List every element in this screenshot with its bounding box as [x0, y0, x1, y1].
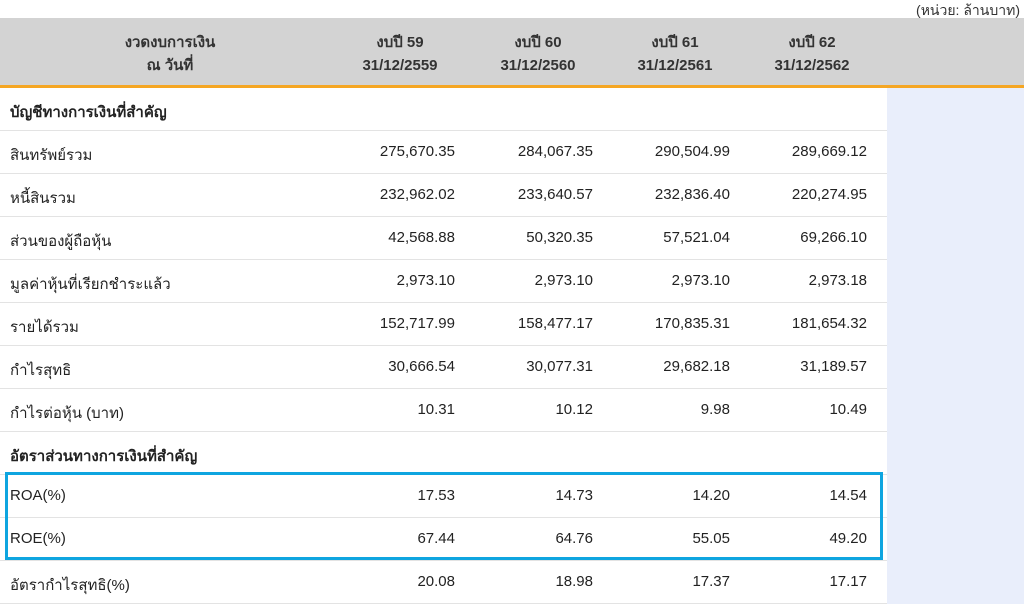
header-year: งบปี 59 — [376, 34, 424, 51]
row-value: 181,654.32 — [791, 315, 867, 332]
row-value: 20.08 — [417, 573, 455, 590]
row-label: กำไรสุทธิ — [10, 362, 72, 379]
row-value: 18.98 — [555, 573, 593, 590]
header-year: งบปี 62 — [788, 34, 836, 51]
row-value: 10.12 — [555, 401, 593, 418]
row-value: 232,962.02 — [379, 186, 455, 203]
row-label: บัญชีทางการเงินที่สำคัญ — [10, 104, 167, 121]
table-row: หนี้สินรวม 232,962.02 233,640.57 232,836.40… — [0, 174, 887, 217]
header-column: งบปี 60 31/12/2560 — [483, 31, 593, 77]
table-row: ส่วนของผู้ถือหุ้น 42,568.88 50,320.35 57,52… — [0, 217, 887, 260]
table-row: กำไรต่อหุ้น (บาท) 10.31 10.12 9.98 10.49 — [0, 389, 887, 432]
table-header: งวดงบการเงิน ณ วันที่ งบปี 59 31/12/2559 ง… — [0, 18, 1024, 88]
row-value: 232,836.40 — [654, 186, 730, 203]
table-row: รายได้รวม 152,717.99 158,477.17 170,835.31 1… — [0, 303, 887, 346]
header-label-line2: ณ วันที่ — [146, 57, 194, 74]
table-row: กำไรสุทธิ 30,666.54 30,077.31 29,682.18 31,1… — [0, 346, 887, 389]
row-value: 14.54 — [829, 487, 867, 504]
header-date: 31/12/2560 — [500, 57, 576, 74]
row-label: ROE(%) — [10, 530, 66, 547]
row-value: 57,521.04 — [663, 229, 730, 246]
row-label: สินทรัพย์รวม — [10, 147, 93, 164]
header-year: งบปี 60 — [514, 34, 562, 51]
row-value: 17.37 — [692, 573, 730, 590]
row-value: 30,666.54 — [388, 358, 455, 375]
row-value: 42,568.88 — [388, 229, 455, 246]
row-value: 2,973.18 — [808, 272, 867, 289]
row-label: อัตราส่วนทางการเงินที่สำคัญ — [10, 448, 198, 465]
row-value: 64.76 — [555, 530, 593, 547]
row-value: 233,640.57 — [517, 186, 593, 203]
table-row: ROA(%) 17.53 14.73 14.20 14.54 — [0, 475, 887, 518]
header-date: 31/12/2561 — [637, 57, 713, 74]
row-value: 170,835.31 — [654, 315, 730, 332]
unit-note: (หน่วย: ล้านบาท) — [916, 2, 1020, 18]
row-value: 289,669.12 — [791, 143, 867, 160]
row-label: มูลค่าหุ้นที่เรียกชำระแล้ว — [10, 276, 171, 293]
table-row: อัตรากำไรสุทธิ(%) 20.08 18.98 17.37 17.17 — [0, 561, 887, 604]
row-value: 2,973.10 — [396, 272, 455, 289]
table-row: มูลค่าหุ้นที่เรียกชำระแล้ว 2,973.10 2,973.… — [0, 260, 887, 303]
row-value: 67.44 — [417, 530, 455, 547]
row-value: 290,504.99 — [654, 143, 730, 160]
row-value: 284,067.35 — [517, 143, 593, 160]
header-label: งวดงบการเงิน ณ วันที่ — [80, 31, 260, 77]
row-label: กำไรต่อหุ้น (บาท) — [10, 405, 124, 422]
extra-column — [887, 88, 1024, 604]
row-value: 152,717.99 — [379, 315, 455, 332]
row-value: 220,274.95 — [791, 186, 867, 203]
row-value: 55.05 — [692, 530, 730, 547]
header-label-line1: งวดงบการเงิน — [124, 34, 216, 51]
row-value: 14.73 — [555, 487, 593, 504]
header-column: งบปี 59 31/12/2559 — [345, 31, 455, 77]
row-value: 2,973.10 — [534, 272, 593, 289]
section-row: อัตราส่วนทางการเงินที่สำคัญ — [0, 432, 887, 475]
row-value: 69,266.10 — [800, 229, 867, 246]
row-value: 29,682.18 — [663, 358, 730, 375]
table-row: ROE(%) 67.44 64.76 55.05 49.20 — [0, 518, 887, 561]
table-row: สินทรัพย์รวม 275,670.35 284,067.35 290,504.… — [0, 131, 887, 174]
header-column: งบปี 61 31/12/2561 — [620, 31, 730, 77]
row-label: อัตรากำไรสุทธิ(%) — [10, 577, 130, 594]
row-value: 50,320.35 — [526, 229, 593, 246]
row-value: 2,973.10 — [671, 272, 730, 289]
row-value: 31,189.57 — [800, 358, 867, 375]
row-value: 30,077.31 — [526, 358, 593, 375]
row-label: ส่วนของผู้ถือหุ้น — [10, 233, 112, 250]
row-value: 17.53 — [417, 487, 455, 504]
highlight-box — [5, 472, 883, 560]
row-label: รายได้รวม — [10, 319, 79, 336]
row-value: 9.98 — [700, 401, 730, 418]
section-row: บัญชีทางการเงินที่สำคัญ — [0, 88, 887, 131]
row-value: 10.49 — [829, 401, 867, 418]
row-value: 49.20 — [829, 530, 867, 547]
header-year: งบปี 61 — [651, 34, 699, 51]
header-column: งบปี 62 31/12/2562 — [757, 31, 867, 77]
row-label: หนี้สินรวม — [10, 190, 76, 207]
row-value: 14.20 — [692, 487, 730, 504]
row-value: 17.17 — [829, 573, 867, 590]
row-value: 10.31 — [417, 401, 455, 418]
row-value: 158,477.17 — [517, 315, 593, 332]
row-value: 275,670.35 — [379, 143, 455, 160]
row-label: ROA(%) — [10, 487, 66, 504]
header-date: 31/12/2562 — [774, 57, 850, 74]
header-date: 31/12/2559 — [362, 57, 438, 74]
